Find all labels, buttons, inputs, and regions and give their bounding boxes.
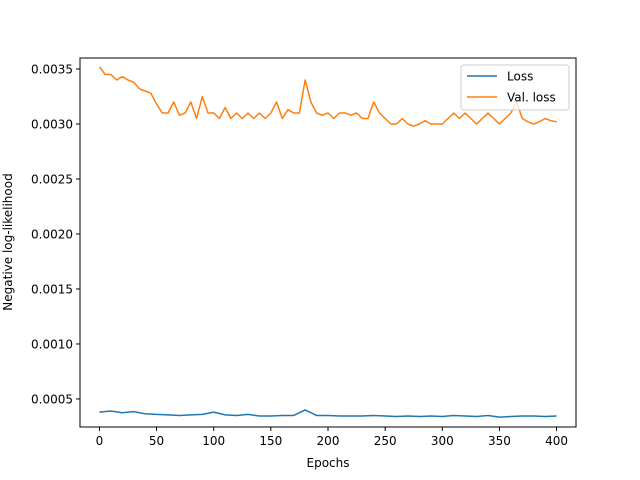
y-tick-label: 0.0035 (31, 62, 73, 76)
x-tick-label: 100 (202, 434, 225, 448)
legend: Loss Val. loss (460, 64, 570, 111)
y-tick-label: 0.0020 (31, 227, 73, 241)
legend-label-loss: Loss (507, 70, 533, 84)
x-axis-ticks: 0 50 100 150 200 250 300 350 400 (96, 427, 568, 448)
y-axis-ticks: 0.0005 0.0010 0.0015 0.0020 0.0025 0.0030 0.00… (31, 62, 80, 406)
series-line-loss (99, 409, 557, 418)
x-tick-label: 400 (545, 434, 568, 448)
series-layer (98, 66, 557, 418)
x-tick-label: 200 (317, 434, 340, 448)
x-tick-label: 300 (431, 434, 454, 448)
x-tick-label: 250 (374, 434, 397, 448)
series-line-val-loss (98, 66, 557, 127)
y-tick-label: 0.0015 (31, 282, 73, 296)
y-axis-label: Negative log-likelihood (1, 173, 15, 310)
x-tick-label: 150 (259, 434, 282, 448)
x-axis-label: Epochs (307, 456, 350, 470)
x-tick-label: 0 (96, 434, 104, 448)
y-tick-label: 0.0005 (31, 392, 73, 406)
y-tick-label: 0.0010 (31, 337, 73, 351)
legend-label-val-loss: Val. loss (507, 91, 556, 105)
y-tick-label: 0.0025 (31, 172, 73, 186)
x-tick-label: 350 (488, 434, 511, 448)
x-tick-label: 50 (149, 434, 164, 448)
y-tick-label: 0.0030 (31, 117, 73, 131)
